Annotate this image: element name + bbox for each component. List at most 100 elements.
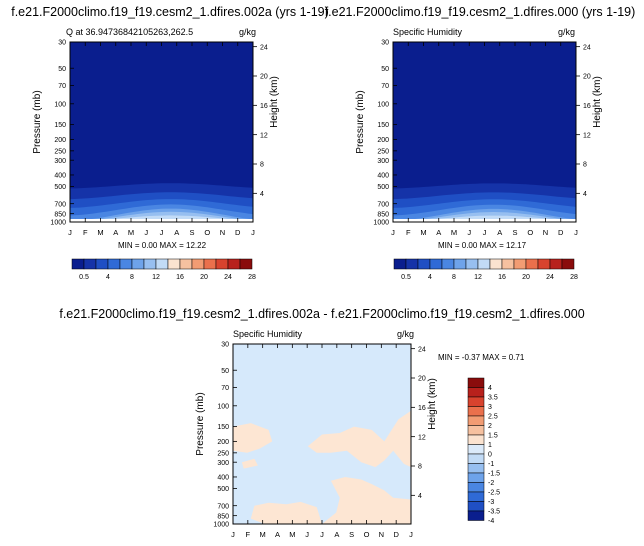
y2-tick-label: 12	[260, 132, 268, 139]
panel-1-y-axis-label: Pressure (mb)	[32, 90, 43, 153]
colorbar-label: 4	[428, 274, 432, 281]
panel-3-y2-axis-label: Height (km)	[427, 378, 438, 430]
y-tick-label: 1000	[373, 220, 389, 227]
colorbar-label: 20	[522, 274, 530, 281]
colorbar-label: 4	[488, 385, 492, 392]
x-tick-label: O	[527, 228, 533, 237]
colorbar-label: -1.5	[488, 471, 500, 478]
colorbar-swatch	[155, 258, 169, 270]
y2-tick-label: 4	[583, 191, 587, 198]
y2-tick-label: 16	[583, 103, 591, 110]
y-tick-label: 200	[217, 439, 229, 446]
panel-3-min-max: MIN = -0.37 MAX = 0.71	[438, 353, 525, 362]
x-tick-label: M	[128, 228, 134, 237]
colorbar-label: 0.5	[401, 274, 411, 281]
x-tick-label: J	[160, 228, 164, 237]
panel-1-colorbar: 0.5 4 8 12 16 20 24 28	[71, 258, 256, 281]
x-tick-label: O	[204, 228, 210, 237]
x-tick-label: M	[420, 228, 426, 237]
x-tick-label: A	[113, 228, 118, 237]
y-tick-label: 500	[54, 184, 66, 191]
colorbar-label: -2	[488, 480, 494, 487]
colorbar-label: 28	[248, 274, 256, 281]
panel-3: f.e21.F2000climo.f19_f19.cesm2_1.dfires.…	[59, 307, 584, 539]
x-tick-label: J	[409, 530, 413, 539]
y-tick-label: 50	[58, 66, 66, 73]
x-tick-label: S	[349, 530, 354, 539]
contour-band	[322, 477, 411, 524]
colorbar-label: 8	[452, 274, 456, 281]
contour-band	[241, 458, 258, 469]
colorbar-swatch	[467, 491, 485, 502]
y-tick-label: 50	[381, 66, 389, 73]
panel-2-variable-label: Specific Humidity	[393, 27, 463, 37]
panel-3-colorbar: 4 3.5 3 2.5 2 1.5 1 0 -1 -1.5 -2 -2.5 -3 -3.5 -4	[467, 377, 500, 525]
y-tick-label: 300	[377, 158, 389, 165]
y-tick-label: 200	[377, 137, 389, 144]
colorbar-swatch	[467, 396, 485, 407]
y-tick-label: 30	[221, 342, 229, 349]
x-tick-label: M	[260, 530, 266, 539]
colorbar-swatch	[215, 258, 229, 270]
colorbar-label: -2.5	[488, 490, 500, 497]
y-tick-label: 850	[54, 211, 66, 218]
colorbar-swatch	[467, 434, 485, 445]
colorbar-swatch	[467, 510, 485, 521]
x-tick-label: F	[83, 228, 88, 237]
y2-tick-label: 16	[260, 103, 268, 110]
y-tick-label: 300	[217, 460, 229, 467]
colorbar-label: 1.5	[488, 433, 498, 440]
colorbar-swatch	[465, 258, 479, 270]
colorbar-swatch	[417, 258, 431, 270]
y-tick-label: 700	[377, 201, 389, 208]
x-tick-label: O	[364, 530, 370, 539]
colorbar-label: 0	[488, 452, 492, 459]
panel-1-plot-area: J F M A M J J A S O N D J305070100150200250300400500…	[50, 40, 267, 237]
colorbar-swatch	[467, 453, 485, 464]
y2-tick-label: 4	[260, 191, 264, 198]
x-tick-label: A	[174, 228, 179, 237]
colorbar-label: 16	[498, 274, 506, 281]
x-tick-label: D	[393, 530, 399, 539]
y2-tick-label: 8	[418, 464, 422, 471]
colorbar-label: 4	[106, 274, 110, 281]
y-tick-label: 100	[377, 101, 389, 108]
y-tick-label: 400	[377, 173, 389, 180]
x-tick-label: J	[305, 530, 309, 539]
y2-tick-label: 20	[583, 74, 591, 81]
colorbar-label: 1	[488, 442, 492, 449]
panel-1-variable-label: Q at 36.94736842105263,262.5	[66, 27, 193, 37]
colorbar-label: 3	[488, 404, 492, 411]
panel-3-y-axis-label: Pressure (mb)	[195, 392, 206, 455]
y-tick-label: 500	[377, 184, 389, 191]
x-tick-label: J	[391, 228, 395, 237]
y2-tick-label: 16	[418, 405, 426, 412]
x-tick-label: D	[558, 228, 564, 237]
colorbar-swatch	[405, 258, 419, 270]
y-tick-label: 700	[54, 201, 66, 208]
x-tick-label: F	[246, 530, 251, 539]
colorbar-swatch	[467, 415, 485, 426]
y-tick-label: 150	[217, 424, 229, 431]
x-tick-label: M	[451, 228, 457, 237]
y-tick-label: 100	[54, 101, 66, 108]
y-tick-label: 700	[217, 503, 229, 510]
y-tick-label: 500	[217, 486, 229, 493]
colorbar-swatch	[537, 258, 551, 270]
y-tick-label: 250	[377, 148, 389, 155]
y-tick-label: 50	[221, 368, 229, 375]
colorbar-swatch	[561, 258, 575, 270]
colorbar-swatch	[467, 444, 485, 455]
y-tick-label: 300	[54, 158, 66, 165]
colorbar-swatch	[513, 258, 527, 270]
colorbar-label: 28	[570, 274, 578, 281]
y2-tick-label: 24	[418, 346, 426, 353]
panel-2-y-axis-label: Pressure (mb)	[355, 90, 366, 153]
colorbar-swatch	[179, 258, 193, 270]
y-tick-label: 250	[217, 450, 229, 457]
x-tick-label: N	[543, 228, 548, 237]
colorbar-swatch	[467, 406, 485, 417]
colorbar-swatch	[489, 258, 503, 270]
colorbar-swatch	[467, 482, 485, 493]
panel-1-min-max: MIN = 0.00 MAX = 12.22	[118, 241, 207, 250]
